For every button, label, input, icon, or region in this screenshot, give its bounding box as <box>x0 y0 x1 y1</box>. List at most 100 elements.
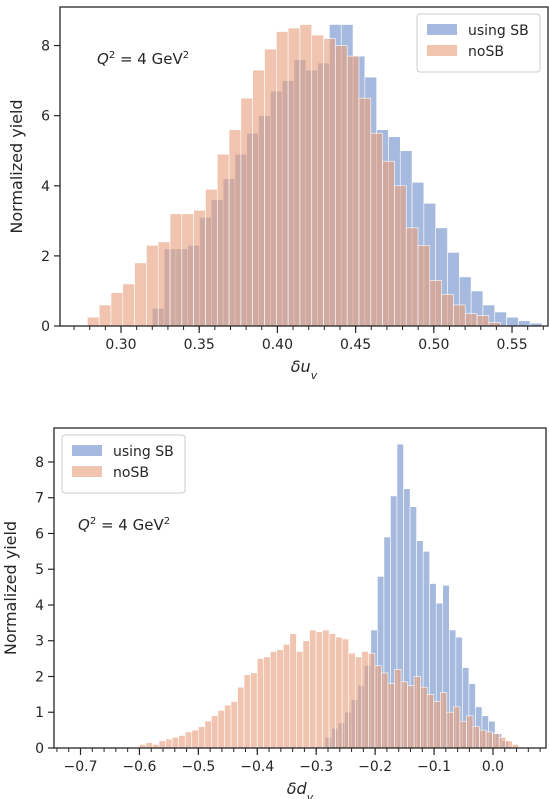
histogram-bar <box>283 644 291 749</box>
histogram-bar <box>230 701 238 749</box>
histogram-bar <box>263 656 271 749</box>
chart-panel-bottom: −0.7 −0.6 −0.5 −0.4 −0.3 −0.2 −0.1 0.0 0 1 2 3 4 5 6 7 8… <box>1 427 547 799</box>
x-tick-label: 0.45 <box>340 337 371 353</box>
histogram-bar <box>387 683 395 749</box>
x-axis-label-subscript: v <box>311 369 318 382</box>
histogram-bar <box>250 672 258 749</box>
histogram-bar <box>287 27 301 327</box>
histogram-bar <box>370 132 383 327</box>
histogram-bar <box>348 652 356 749</box>
legend-label-using-sb: using SB <box>468 23 529 39</box>
legend: using SB noSB <box>61 434 186 494</box>
histogram-bar <box>276 31 289 327</box>
histogram-bar <box>464 313 478 327</box>
histogram-bar <box>134 262 147 327</box>
legend-swatch-using-sb <box>72 445 102 456</box>
histogram-bar <box>341 638 350 749</box>
y-tick-label: 6 <box>35 526 44 542</box>
histogram-bar <box>433 701 441 749</box>
histogram-bar <box>361 651 369 749</box>
legend-swatch-nosb <box>427 45 457 56</box>
x-tick-label: 0.35 <box>184 337 215 353</box>
histogram-bar <box>237 686 245 749</box>
histogram-bar <box>145 742 153 749</box>
histogram-bar <box>394 185 407 327</box>
histogram-bar <box>198 726 206 749</box>
y-tick-label: 0 <box>41 319 50 335</box>
histogram-bar <box>157 241 171 327</box>
histogram-bar <box>498 736 507 749</box>
histogram-bar <box>315 631 323 749</box>
histogram-bar <box>476 315 490 327</box>
legend-label-nosb: noSB <box>468 44 504 60</box>
histogram-bar <box>276 649 284 749</box>
y-tick-label: 5 <box>35 562 44 578</box>
q2-annotation: Q2 = 4 GeV2 <box>78 516 170 534</box>
histogram-bar <box>264 48 277 327</box>
histogram-bar <box>322 629 330 749</box>
y-axis-label: Normalized yield <box>7 99 26 233</box>
histogram-bar <box>381 672 389 749</box>
histogram-bar <box>335 636 343 749</box>
y-axis-label: Normalized yield <box>1 521 20 655</box>
histogram-bar <box>441 294 454 327</box>
histogram-bar <box>472 726 480 749</box>
y-tick-label: 2 <box>35 669 44 685</box>
q2-annotation-q: Q <box>97 50 109 68</box>
histogram-bar <box>158 740 166 749</box>
histogram-bar <box>439 692 448 749</box>
x-tick-label: 0.30 <box>105 337 136 353</box>
histogram-bar <box>505 740 513 749</box>
histogram-bar <box>193 210 206 327</box>
x-tick-label: −0.6 <box>122 759 156 775</box>
histogram-bar <box>459 720 467 749</box>
histogram-bar <box>323 38 336 327</box>
legend-swatch-using-sb <box>427 24 457 35</box>
histogram-bar <box>479 729 487 749</box>
histogram-bar <box>181 213 194 327</box>
histogram-bar <box>228 129 242 327</box>
y-tick-label: 7 <box>35 491 44 507</box>
histogram-bar <box>289 633 297 749</box>
axes-frame <box>59 6 549 327</box>
histogram-bar <box>417 245 431 327</box>
histogram-bar <box>122 283 135 327</box>
q2-annotation-sup: 2 <box>109 50 115 61</box>
x-tick-label: 0.40 <box>262 337 293 353</box>
chart-panel-top: 0.30 0.35 0.40 0.45 0.50 0.55 0 2 4 6 8 δuv Normaliz… <box>7 6 549 382</box>
histogram-bar <box>485 731 493 749</box>
histogram-bar <box>184 731 193 749</box>
histogram-bar <box>453 304 466 327</box>
y-tick-label: 8 <box>35 455 44 471</box>
histogram-bar <box>413 676 421 749</box>
histogram-bar <box>252 69 265 327</box>
histogram-bar <box>354 656 363 749</box>
y-tick-label: 6 <box>41 109 50 125</box>
x-axis-label: δdv <box>287 779 314 799</box>
histogram-bar <box>296 651 304 749</box>
histogram-bar <box>374 665 382 749</box>
histogram-bar <box>382 160 395 327</box>
y-tick-label: 4 <box>35 598 44 614</box>
histogram-bar <box>178 735 186 749</box>
histogram-bar <box>492 733 500 749</box>
histogram-bar <box>302 640 310 749</box>
histogram-bar <box>518 320 531 327</box>
histogram-bar <box>146 245 159 327</box>
histogram-bar <box>224 704 232 749</box>
x-axis-label: δuv <box>291 357 318 382</box>
y-tick-label: 2 <box>41 249 50 265</box>
histogram-bar <box>240 97 253 327</box>
histogram-bar <box>269 651 278 749</box>
histogram-bar <box>299 24 313 327</box>
q2-annotation-value: = 4 GeV <box>96 516 164 534</box>
histogram-bar <box>191 729 199 749</box>
histogram-bar <box>204 720 212 749</box>
histogram-bar <box>98 304 112 327</box>
histogram-bar <box>110 292 124 327</box>
histogram-bar <box>165 738 173 749</box>
legend-label-using-sb: using SB <box>113 444 174 460</box>
y-tick-label: 1 <box>35 705 44 721</box>
histogram-bar <box>420 686 428 749</box>
